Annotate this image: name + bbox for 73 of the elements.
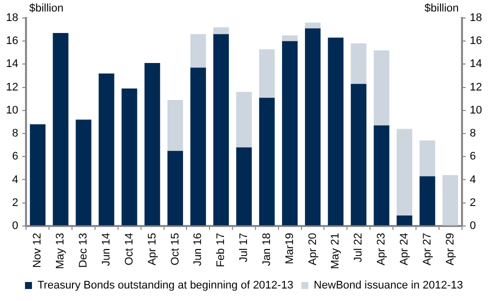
bar [98,73,114,226]
x-tick-label: Dec 13 [78,232,90,268]
x-tick-label: Oct 15 [169,232,182,266]
y-tick-label: 12 [6,81,18,94]
bar [304,28,321,226]
bar [190,68,206,226]
y2-tick-label: 10 [470,104,482,116]
y2-tick-label: 0 [470,220,476,232]
legend-label: NewBond issuance in 2012-13 [314,280,464,292]
y-tick-label: 14 [6,58,18,70]
bar [236,92,252,148]
y-tick-label: 18 [6,12,18,24]
y2-tick-label: 16 [470,35,482,48]
bar [374,125,390,226]
x-tick-label: Apr 27 [421,232,434,266]
y2-tick-label: 12 [470,81,482,94]
y-tick-label: 16 [6,35,18,48]
x-tick-label: Mar19 [284,232,296,264]
bar [236,147,252,226]
bar [259,49,275,98]
bar [167,100,184,151]
bar [52,33,68,226]
y-tick-label: 6 [12,150,18,163]
bar [396,128,412,216]
y-tick-label: 8 [12,128,18,140]
y2-tick-label: 4 [470,174,476,186]
x-tick-label: Apr 15 [146,232,158,266]
x-tick-label: May 13 [54,232,67,270]
x-tick-label: Jun 14 [100,232,112,266]
y2-tick-label: 6 [470,150,476,163]
bar [420,176,436,226]
legend-label: Treasury Bonds outstanding at beginning of 2012-13 [37,280,294,292]
y2-tick-label: 18 [470,12,482,24]
x-tick-label: Apr 23 [376,232,388,266]
bar [76,120,92,226]
bar [420,140,436,176]
bar [259,98,275,226]
bar [213,34,229,226]
bar [144,63,160,226]
bar [213,27,229,34]
y-tick-label: 4 [12,174,18,186]
bar [350,43,366,84]
bar [442,175,458,226]
y2-tick-label: 14 [470,58,482,70]
bar [122,88,138,226]
bar [190,34,206,68]
bar [167,150,184,226]
x-tick-label: Jul 17 [238,232,250,262]
y-tick-label: 0 [12,220,18,232]
bar [282,35,298,42]
y2-tick-label: 8 [470,128,476,140]
bar [374,50,390,126]
bar [328,38,344,226]
bar [396,216,412,226]
y2-tick-label: 2 [470,196,476,209]
bar [282,41,298,226]
x-tick-label: Jun 16 [192,232,204,266]
y-axis-title: $billion [29,2,64,15]
x-tick-label: Apr 29 [444,232,456,266]
x-tick-label: Jul 22 [352,232,365,262]
x-tick-label: Jan 18 [260,232,273,266]
x-tick-label: May 21 [330,232,342,270]
y2-axis-title: $billion [424,2,459,15]
bar [304,22,321,28]
x-tick-label: Apr 20 [306,232,319,266]
y-tick-label: 2 [12,196,18,209]
bar [30,124,46,226]
y-tick-label: 10 [6,104,18,116]
x-tick-label: Feb 17 [215,232,228,268]
x-tick-label: Apr 24 [398,232,410,266]
x-tick-label: Oct 14 [123,232,136,266]
x-tick-label: Nov 12 [32,232,44,268]
bar [350,84,366,226]
